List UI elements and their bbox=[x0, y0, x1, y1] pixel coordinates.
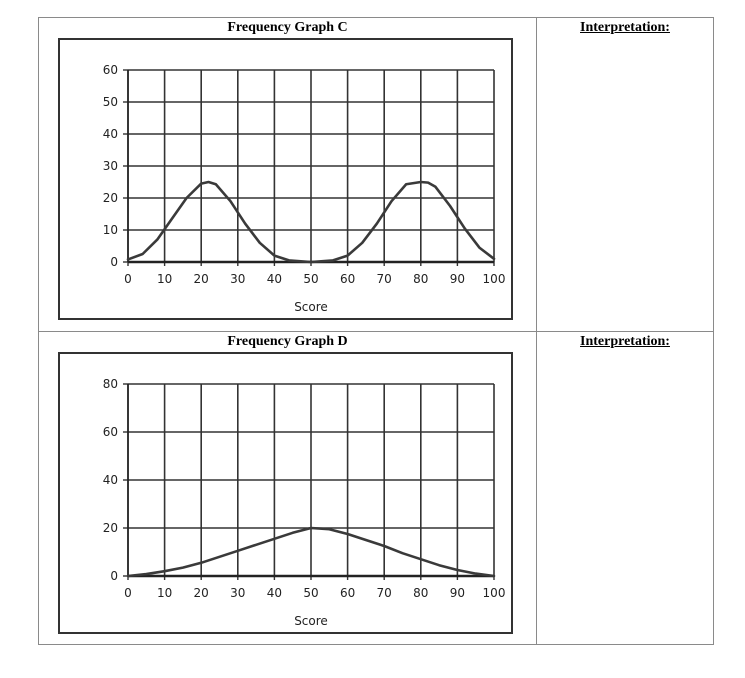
y-tick-label: 20 bbox=[103, 521, 118, 535]
x-tick-label: 80 bbox=[413, 272, 428, 286]
y-tick-label: 60 bbox=[103, 63, 118, 77]
x-tick-label: 90 bbox=[450, 272, 465, 286]
x-tick-label: 30 bbox=[230, 586, 245, 600]
y-tick-label: 30 bbox=[103, 159, 118, 173]
y-tick-label: 40 bbox=[103, 473, 118, 487]
x-axis-label: Score bbox=[294, 300, 328, 314]
y-tick-label: 80 bbox=[103, 377, 118, 391]
x-tick-label: 30 bbox=[230, 272, 245, 286]
worksheet-row-c: Frequency Graph C 0 10 20 30 40 50 60 0 10 20 30 40… bbox=[38, 17, 714, 332]
y-tick-label: 60 bbox=[103, 425, 118, 439]
interpretation-cell-d[interactable]: Interpretation: bbox=[536, 331, 714, 645]
x-tick-label: 40 bbox=[267, 272, 282, 286]
graph-cell-d: Frequency Graph D 0 20 40 60 80 0 10 20 30 40 50 60… bbox=[38, 331, 537, 645]
interpretation-label-d: Interpretation: bbox=[580, 334, 670, 349]
x-tick-label: 0 bbox=[124, 586, 132, 600]
x-tick-label: 20 bbox=[194, 586, 209, 600]
worksheet-table: Frequency Graph C 0 10 20 30 40 50 60 0 10 20 30 40… bbox=[38, 17, 714, 645]
x-tick-label: 40 bbox=[267, 586, 282, 600]
x-tick-label: 0 bbox=[124, 272, 132, 286]
x-tick-label: 50 bbox=[303, 586, 318, 600]
x-tick-label: 100 bbox=[483, 586, 506, 600]
y-tick-label: 0 bbox=[110, 255, 118, 269]
x-tick-label: 80 bbox=[413, 586, 428, 600]
y-tick-label: 0 bbox=[110, 569, 118, 583]
y-tick-label: 50 bbox=[103, 95, 118, 109]
x-tick-label: 90 bbox=[450, 586, 465, 600]
x-tick-label: 10 bbox=[157, 586, 172, 600]
worksheet-row-d: Frequency Graph D 0 20 40 60 80 0 10 20 30 40 50 60… bbox=[38, 331, 714, 645]
x-tick-label: 50 bbox=[303, 272, 318, 286]
y-tick-label: 10 bbox=[103, 223, 118, 237]
graph-title-d: Frequency Graph D bbox=[227, 334, 348, 349]
x-tick-label: 100 bbox=[483, 272, 506, 286]
x-tick-label: 60 bbox=[340, 586, 355, 600]
graph-title-c: Frequency Graph C bbox=[227, 20, 348, 35]
chart-frame-d: 0 20 40 60 80 0 10 20 30 40 50 60 70 80 90 100 Score bbox=[58, 352, 513, 634]
x-tick-label: 20 bbox=[194, 272, 209, 286]
frequency-chart-d: 0 20 40 60 80 0 10 20 30 40 50 60 70 80 90 100 Score bbox=[103, 377, 506, 628]
x-tick-label: 70 bbox=[377, 586, 392, 600]
x-tick-label: 10 bbox=[157, 272, 172, 286]
y-tick-label: 20 bbox=[103, 191, 118, 205]
y-tick-label: 40 bbox=[103, 127, 118, 141]
interpretation-label-c: Interpretation: bbox=[580, 20, 670, 35]
x-tick-label: 60 bbox=[340, 272, 355, 286]
x-tick-label: 70 bbox=[377, 272, 392, 286]
frequency-chart-c: 0 10 20 30 40 50 60 0 10 20 30 40 50 60 70 80 90 100 Score bbox=[103, 63, 506, 314]
interpretation-cell-c[interactable]: Interpretation: bbox=[536, 17, 714, 332]
graph-cell-c: Frequency Graph C 0 10 20 30 40 50 60 0 10 20 30 40… bbox=[38, 17, 537, 332]
chart-frame-c: 0 10 20 30 40 50 60 0 10 20 30 40 50 60 70 80 90 100 Score bbox=[58, 38, 513, 320]
x-axis-label: Score bbox=[294, 614, 328, 628]
